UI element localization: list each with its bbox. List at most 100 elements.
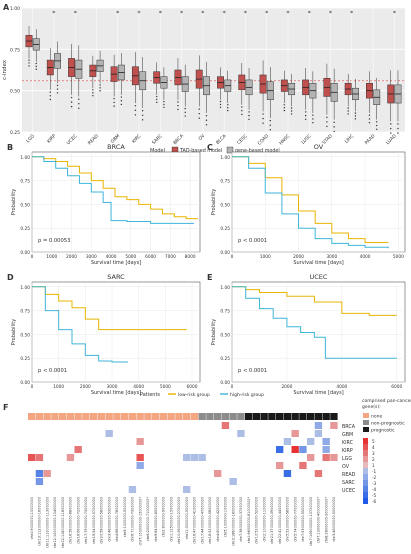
km-title: OV — [314, 143, 324, 151]
colorbar-cell — [363, 480, 368, 486]
km-x-tick-label: 3000 — [107, 384, 118, 390]
heatmap-cell — [299, 462, 307, 469]
heatmap-legend-swatch — [363, 413, 369, 418]
outlier-point — [219, 106, 222, 108]
heatmap-cell — [322, 438, 330, 445]
km-curve-high-risk-group — [232, 286, 397, 359]
x-tick-label: BRCA — [172, 133, 186, 147]
panel-label-e: E — [207, 273, 212, 282]
outlier-point — [70, 105, 73, 108]
heatmap-row-label: OV — [342, 464, 350, 470]
gene-status-cell — [113, 413, 121, 420]
x-tick-label: HNSC — [278, 133, 291, 146]
outlier-point — [304, 111, 307, 113]
heatmap-cell — [314, 422, 323, 429]
heatmap-cell — [322, 446, 330, 453]
outlier-point — [78, 107, 80, 109]
gene-status-cell — [299, 413, 307, 420]
colorbar-tick-label: 3 — [372, 451, 375, 456]
heatmap-column-label: chr7:53000000-55000000 — [301, 497, 305, 541]
heatmap-cell — [307, 438, 315, 445]
heatmap-row-label: KIRP — [342, 448, 353, 454]
outlier-point — [248, 118, 250, 121]
colorbar-cell — [363, 492, 368, 498]
km-x-tick-label: 4000 — [336, 384, 347, 390]
heatmap-cell — [314, 430, 323, 437]
outlier-point — [155, 98, 158, 101]
gene-status-cell — [260, 413, 268, 420]
panel-label-a: A — [3, 3, 10, 12]
heatmap-column-label: chr17:44000000-47000000 — [200, 497, 204, 544]
km-y-tick-label: 0.50 — [20, 202, 30, 208]
km-x-axis-label: Survival time [days] — [293, 260, 343, 266]
outlier-point — [397, 132, 399, 134]
outlier-point — [262, 117, 264, 120]
km-y-tick-label: 0.50 — [20, 332, 30, 338]
panel-label-f: F — [3, 403, 8, 412]
km-x-tick-label: 1000 — [53, 384, 64, 390]
km-curve-low-risk-group — [232, 156, 389, 243]
gene-status-cell — [121, 413, 129, 420]
gene-status-cell — [51, 413, 59, 420]
gene-status-cell — [214, 413, 222, 420]
outlier-point — [134, 109, 137, 112]
significance-mark: * — [159, 10, 162, 17]
km-y-tick-label: 0.75 — [20, 179, 30, 185]
outlier-point — [283, 104, 286, 106]
heatmap-cell — [314, 470, 323, 477]
heatmap-cell — [237, 430, 245, 437]
km-y-tick-label: 0.25 — [220, 356, 230, 362]
outlier-point — [283, 109, 286, 112]
outlier-point — [155, 95, 158, 98]
gene-status-cell — [43, 413, 51, 420]
outlier-point — [78, 98, 80, 100]
gene-status-cell — [28, 413, 36, 420]
km-p-value: p < 0.0001 — [238, 238, 267, 244]
outlier-point — [35, 65, 37, 68]
heatmap-legend-title-cont: gene(s): — [362, 404, 381, 410]
heatmap-column-label: chr21:37000000-39000000 — [270, 497, 274, 544]
gene-status-cell — [322, 413, 330, 420]
km-curve-high-risk-group — [32, 156, 195, 224]
km-curve-low-risk-group — [232, 286, 397, 316]
heatmap-cell — [307, 454, 315, 461]
x-tick-label: PAAD — [364, 133, 377, 146]
colorbar-tick-label: -2 — [372, 475, 377, 480]
km-y-tick-label: 0.75 — [220, 309, 230, 315]
colorbar-tick-label: 4 — [372, 445, 375, 450]
outlier-point — [163, 103, 165, 106]
outlier-point — [92, 89, 94, 91]
y-axis-label: c-index — [2, 59, 8, 80]
gene-status-cell — [276, 413, 284, 420]
km-y-tick-label: 0.75 — [20, 309, 30, 315]
heatmap-row-label: UCEC — [342, 488, 356, 494]
heatmap-legend-label: none — [371, 415, 382, 420]
gene-status-cell — [128, 413, 137, 420]
colorbar-tick-label: 5 — [372, 439, 375, 444]
colorbar-tick-label: -1 — [372, 469, 377, 474]
km-y-axis-label: Probability — [11, 189, 17, 215]
gene-status-cell — [314, 413, 323, 420]
km-x-tick-label: 3000 — [326, 254, 337, 260]
outlier-point — [99, 84, 101, 86]
km-p-value: p < 0.0001 — [38, 368, 67, 374]
heatmap-column-label: chr1:9000000-10000000 — [30, 497, 34, 539]
km-x-tick-label: 5000 — [393, 254, 404, 260]
gene-status-cell — [167, 413, 175, 420]
significance-mark: * — [180, 10, 183, 17]
legend-title: Model — [150, 148, 165, 154]
colorbar-cell — [363, 438, 368, 444]
heatmap-column-label: chr10:52000000-52000000 — [255, 497, 259, 544]
gene-status-cell — [221, 413, 230, 420]
heatmap-column-label: chr11:110000000-113000000 — [45, 497, 49, 548]
heatmap-cell — [28, 454, 36, 461]
heatmap-column-label: chr2:8000000-9000000 — [162, 497, 166, 537]
heatmap-legend-swatch — [363, 427, 369, 432]
outlier-point — [163, 100, 165, 103]
outlier-point — [227, 109, 229, 112]
colorbar-cell — [363, 486, 368, 492]
heatmap-cell — [276, 462, 284, 469]
heatmap-column-label: chr5:1000000-1000000 — [224, 497, 228, 537]
km-x-tick-label: 5000 — [160, 384, 171, 390]
